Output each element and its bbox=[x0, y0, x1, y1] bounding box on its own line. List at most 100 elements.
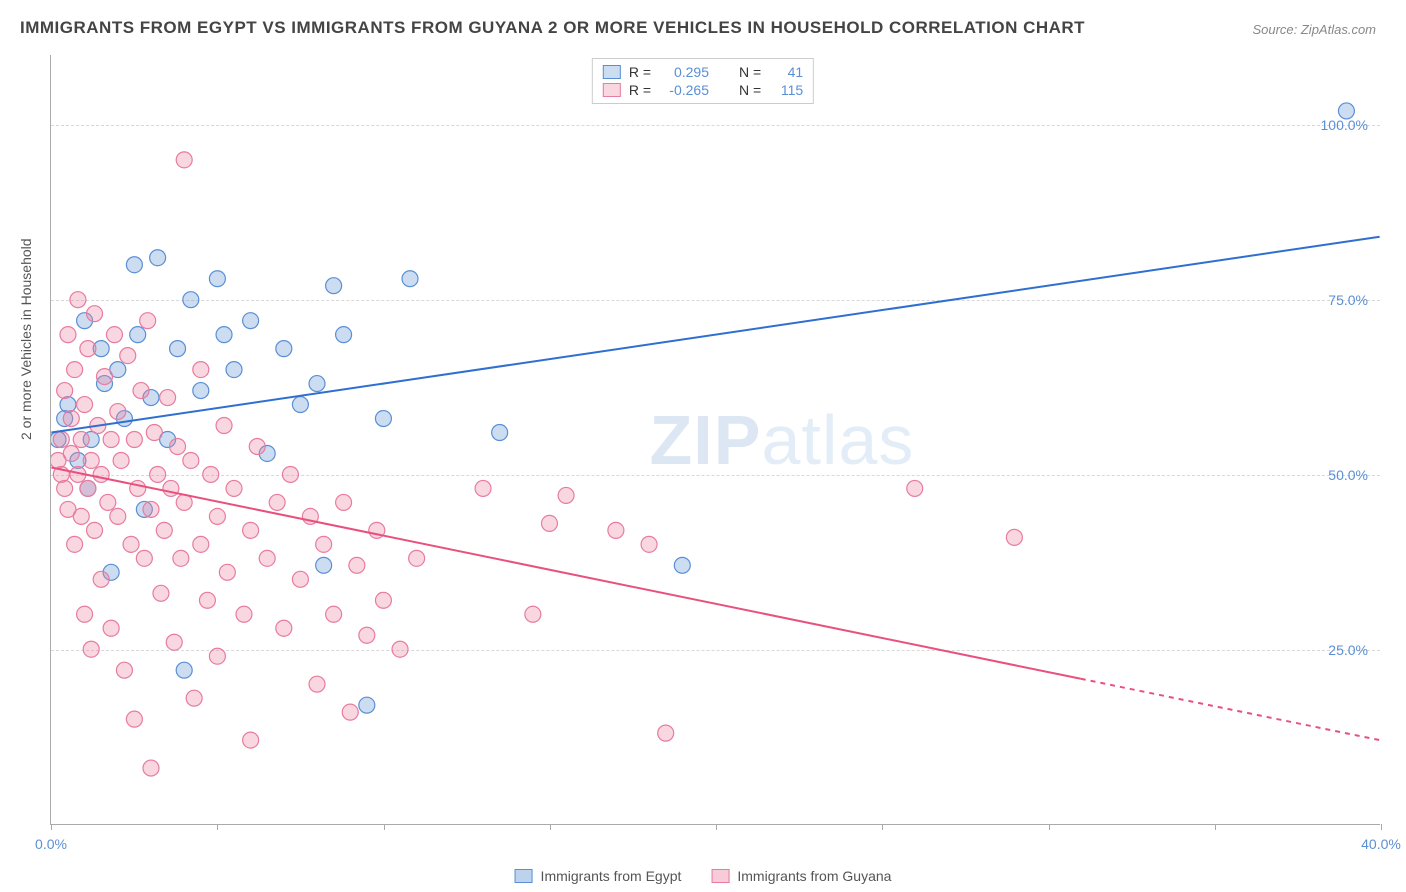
scatter-point bbox=[110, 404, 126, 420]
scatter-point bbox=[236, 606, 252, 622]
scatter-point bbox=[359, 697, 375, 713]
scatter-point bbox=[316, 536, 332, 552]
scatter-point bbox=[541, 515, 557, 531]
correlation-legend: R =0.295N =41R =-0.265N =115 bbox=[592, 58, 814, 104]
scatter-point bbox=[475, 480, 491, 496]
legend-stat-row: R =-0.265N =115 bbox=[603, 81, 803, 99]
scatter-point bbox=[57, 383, 73, 399]
scatter-point bbox=[73, 432, 89, 448]
legend-swatch bbox=[711, 869, 729, 883]
scatter-point bbox=[641, 536, 657, 552]
scatter-point bbox=[342, 704, 358, 720]
legend-swatch bbox=[515, 869, 533, 883]
scatter-point bbox=[110, 508, 126, 524]
x-tick bbox=[716, 824, 717, 830]
scatter-point bbox=[402, 271, 418, 287]
scatter-point bbox=[126, 711, 142, 727]
scatter-point bbox=[326, 278, 342, 294]
stat-r-value: 0.295 bbox=[659, 64, 709, 80]
scatter-point bbox=[133, 383, 149, 399]
x-tick bbox=[882, 824, 883, 830]
scatter-point bbox=[103, 432, 119, 448]
scatter-point bbox=[170, 439, 186, 455]
trend-line bbox=[51, 237, 1379, 433]
scatter-point bbox=[87, 522, 103, 538]
x-tick bbox=[51, 824, 52, 830]
scatter-point bbox=[176, 152, 192, 168]
stat-n-label: N = bbox=[739, 64, 761, 80]
scatter-point bbox=[249, 439, 265, 455]
scatter-point bbox=[143, 760, 159, 776]
scatter-point bbox=[209, 648, 225, 664]
scatter-point bbox=[70, 292, 86, 308]
scatter-point bbox=[83, 641, 99, 657]
x-tick-label: 40.0% bbox=[1361, 836, 1401, 852]
scatter-point bbox=[219, 564, 235, 580]
scatter-point bbox=[1338, 103, 1354, 119]
x-tick bbox=[1215, 824, 1216, 830]
scatter-point bbox=[608, 522, 624, 538]
legend-label: Immigrants from Guyana bbox=[737, 868, 891, 884]
chart-title: IMMIGRANTS FROM EGYPT VS IMMIGRANTS FROM… bbox=[20, 18, 1085, 38]
scatter-point bbox=[77, 606, 93, 622]
scatter-point bbox=[199, 592, 215, 608]
scatter-point bbox=[77, 397, 93, 413]
scatter-point bbox=[359, 627, 375, 643]
x-tick bbox=[384, 824, 385, 830]
x-tick bbox=[217, 824, 218, 830]
scatter-point bbox=[103, 620, 119, 636]
scatter-point bbox=[193, 536, 209, 552]
scatter-point bbox=[1006, 529, 1022, 545]
scatter-point bbox=[392, 641, 408, 657]
scatter-point bbox=[93, 466, 109, 482]
scatter-point bbox=[409, 550, 425, 566]
trend-line-extrapolated bbox=[1081, 679, 1380, 740]
legend-item: Immigrants from Guyana bbox=[711, 868, 891, 884]
scatter-point bbox=[126, 432, 142, 448]
scatter-point bbox=[674, 557, 690, 573]
legend-item: Immigrants from Egypt bbox=[515, 868, 682, 884]
scatter-point bbox=[292, 397, 308, 413]
scatter-point bbox=[183, 452, 199, 468]
scatter-point bbox=[216, 418, 232, 434]
scatter-point bbox=[336, 327, 352, 343]
scatter-point bbox=[100, 494, 116, 510]
scatter-point bbox=[203, 466, 219, 482]
scatter-point bbox=[113, 452, 129, 468]
scatter-point bbox=[209, 508, 225, 524]
scatter-point bbox=[193, 383, 209, 399]
y-axis-title: 2 or more Vehicles in Household bbox=[18, 238, 34, 440]
scatter-point bbox=[130, 480, 146, 496]
scatter-point bbox=[216, 327, 232, 343]
scatter-point bbox=[126, 257, 142, 273]
scatter-point bbox=[243, 522, 259, 538]
scatter-point bbox=[67, 362, 83, 378]
scatter-point bbox=[123, 536, 139, 552]
x-tick bbox=[550, 824, 551, 830]
scatter-point bbox=[276, 341, 292, 357]
scatter-point bbox=[80, 480, 96, 496]
scatter-point bbox=[170, 341, 186, 357]
plot-area: ZIPatlas 25.0%50.0%75.0%100.0%0.0%40.0% bbox=[50, 55, 1380, 825]
scatter-point bbox=[80, 341, 96, 357]
legend-stat-row: R =0.295N =41 bbox=[603, 63, 803, 81]
scatter-point bbox=[226, 362, 242, 378]
scatter-point bbox=[57, 480, 73, 496]
legend-label: Immigrants from Egypt bbox=[541, 868, 682, 884]
scatter-point bbox=[136, 550, 152, 566]
x-tick bbox=[1049, 824, 1050, 830]
x-tick-label: 0.0% bbox=[35, 836, 67, 852]
scatter-point bbox=[60, 397, 76, 413]
scatter-point bbox=[63, 445, 79, 461]
scatter-point bbox=[150, 466, 166, 482]
scatter-point bbox=[658, 725, 674, 741]
stat-n-label: N = bbox=[739, 82, 761, 98]
scatter-point bbox=[336, 494, 352, 510]
scatter-point bbox=[176, 662, 192, 678]
scatter-point bbox=[226, 480, 242, 496]
scatter-point bbox=[63, 411, 79, 427]
scatter-point bbox=[173, 550, 189, 566]
scatter-point bbox=[259, 550, 275, 566]
scatter-point bbox=[276, 620, 292, 636]
scatter-point bbox=[375, 592, 391, 608]
